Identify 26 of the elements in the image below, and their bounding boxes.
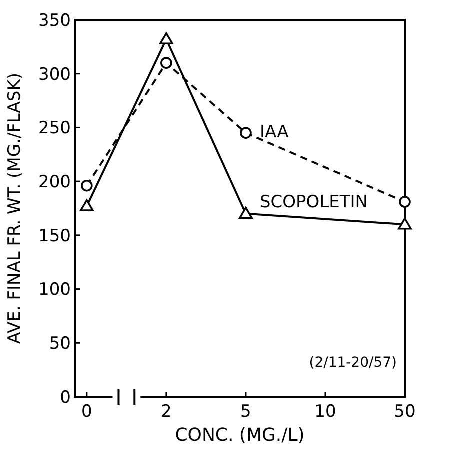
x-tick-label: 5: [240, 402, 252, 422]
y-tick-label: 0: [60, 388, 71, 408]
y-tick-label: 50: [49, 334, 71, 354]
series-label: SCOPOLETIN: [260, 192, 368, 212]
series-label: IAA: [260, 122, 290, 143]
point: [240, 127, 252, 139]
y-tick-label: 100: [38, 280, 71, 300]
x-axis-title: CONC. (MG./L): [175, 425, 305, 446]
y-tick-label: 350: [38, 10, 71, 31]
y-axis-title: AVE. FINAL FR. WT. (MG./FLASK): [5, 73, 25, 344]
annotation: (2/11-20/57): [309, 355, 397, 371]
point: [80, 199, 94, 212]
point: [160, 32, 174, 44]
point: [398, 218, 412, 230]
point: [160, 57, 172, 69]
x-tick-label: 0: [82, 402, 92, 422]
x-tick-label: 2: [161, 402, 172, 422]
point: [399, 196, 411, 208]
y-tick-label: 250: [38, 118, 71, 139]
x-tick-label: 50: [394, 402, 416, 422]
x-tick-label: 10: [314, 402, 336, 422]
y-tick-label: 300: [38, 64, 71, 85]
y-tick-label: 150: [38, 226, 71, 246]
y-tick-label: 200: [38, 172, 71, 193]
point: [239, 206, 253, 219]
point: [81, 180, 93, 192]
